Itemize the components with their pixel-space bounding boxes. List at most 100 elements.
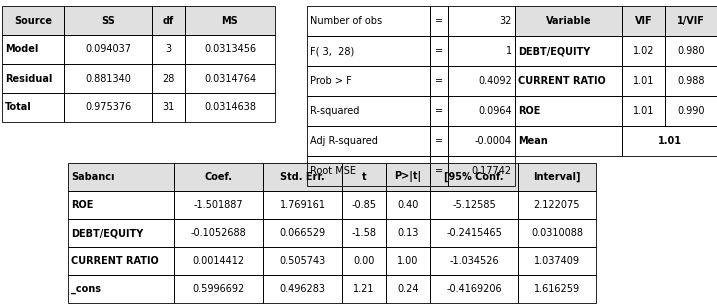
Text: Source: Source — [14, 16, 52, 25]
Bar — [185, 6, 275, 35]
Bar — [307, 96, 430, 126]
Text: 0.40: 0.40 — [397, 200, 419, 210]
Bar — [68, 275, 174, 303]
Text: 0.881340: 0.881340 — [85, 73, 131, 84]
Bar — [430, 6, 448, 36]
Text: 0.0314638: 0.0314638 — [204, 103, 256, 113]
Bar — [68, 219, 174, 247]
Text: 1: 1 — [506, 46, 512, 56]
Bar — [622, 6, 665, 36]
Text: =: = — [435, 136, 443, 146]
Bar — [68, 191, 174, 219]
Bar — [515, 36, 622, 66]
Bar — [152, 64, 185, 93]
Text: -0.0004: -0.0004 — [475, 136, 512, 146]
Bar — [386, 247, 430, 275]
Text: -0.85: -0.85 — [351, 200, 376, 210]
Text: _cons: _cons — [71, 284, 101, 294]
Bar — [174, 163, 263, 191]
Bar — [185, 6, 275, 35]
Bar — [185, 93, 275, 122]
Bar — [174, 163, 263, 191]
Bar — [174, 247, 263, 275]
Text: 0.0014412: 0.0014412 — [192, 256, 244, 266]
Text: R-squared: R-squared — [310, 106, 359, 116]
Text: =: = — [435, 106, 443, 116]
Bar — [518, 163, 596, 191]
Bar — [665, 36, 717, 66]
Bar — [430, 219, 518, 247]
Bar — [342, 163, 386, 191]
Bar — [2, 93, 64, 122]
Bar — [665, 66, 717, 96]
Text: 0.24: 0.24 — [397, 284, 419, 294]
Bar — [307, 156, 430, 186]
Bar — [152, 93, 185, 122]
Text: CURRENT RATIO: CURRENT RATIO — [71, 256, 158, 266]
Bar — [518, 247, 596, 275]
Bar — [665, 6, 717, 36]
Text: =: = — [435, 16, 443, 26]
Text: 1.02: 1.02 — [632, 46, 654, 56]
Bar — [448, 66, 515, 96]
Bar — [386, 163, 430, 191]
Text: 0.00: 0.00 — [353, 256, 375, 266]
Bar — [185, 35, 275, 64]
Text: Number of obs: Number of obs — [310, 16, 382, 26]
Bar — [2, 6, 64, 35]
Bar — [622, 36, 665, 66]
Bar — [518, 275, 596, 303]
Bar — [665, 6, 717, 36]
Text: =: = — [435, 46, 443, 56]
Bar — [622, 96, 665, 126]
Text: t: t — [361, 172, 366, 182]
Text: MS: MS — [222, 16, 238, 25]
Bar — [263, 191, 342, 219]
Text: =: = — [435, 166, 443, 176]
Text: 0.17742: 0.17742 — [472, 166, 512, 176]
Bar — [622, 6, 665, 36]
Bar — [68, 163, 174, 191]
Bar — [448, 36, 515, 66]
Text: 1.01: 1.01 — [657, 136, 681, 146]
Text: 1.21: 1.21 — [353, 284, 375, 294]
Bar — [64, 6, 152, 35]
Bar — [342, 163, 386, 191]
Bar — [622, 126, 717, 156]
Bar — [342, 275, 386, 303]
Text: 0.4092: 0.4092 — [478, 76, 512, 86]
Text: SS: SS — [101, 16, 115, 25]
Text: [95% Conf.: [95% Conf. — [445, 172, 504, 182]
Text: DEBT/EQUITY: DEBT/EQUITY — [71, 228, 143, 238]
Bar — [430, 66, 448, 96]
Text: Prob > F: Prob > F — [310, 76, 352, 86]
Bar — [2, 6, 64, 35]
Bar — [515, 96, 622, 126]
Bar — [342, 219, 386, 247]
Text: 1.616259: 1.616259 — [534, 284, 580, 294]
Text: CURRENT RATIO: CURRENT RATIO — [518, 76, 606, 86]
Text: 0.13: 0.13 — [397, 228, 419, 238]
Bar — [515, 66, 622, 96]
Bar — [665, 96, 717, 126]
Bar — [430, 96, 448, 126]
Text: 1.01: 1.01 — [633, 106, 654, 116]
Text: 0.975376: 0.975376 — [85, 103, 131, 113]
Text: 0.094037: 0.094037 — [85, 44, 131, 54]
Text: 0.0314764: 0.0314764 — [204, 73, 256, 84]
Text: F( 3,  28): F( 3, 28) — [310, 46, 354, 56]
Text: 0.505743: 0.505743 — [280, 256, 326, 266]
Bar — [448, 96, 515, 126]
Bar — [64, 35, 152, 64]
Text: Total: Total — [5, 103, 32, 113]
Bar — [307, 126, 430, 156]
Bar — [263, 219, 342, 247]
Bar — [386, 191, 430, 219]
Bar — [263, 247, 342, 275]
Text: -5.12585: -5.12585 — [452, 200, 496, 210]
Bar — [152, 35, 185, 64]
Text: 1.769161: 1.769161 — [280, 200, 326, 210]
Text: -0.2415465: -0.2415465 — [446, 228, 502, 238]
Text: 1/VIF: 1/VIF — [677, 16, 705, 26]
Bar — [448, 6, 515, 36]
